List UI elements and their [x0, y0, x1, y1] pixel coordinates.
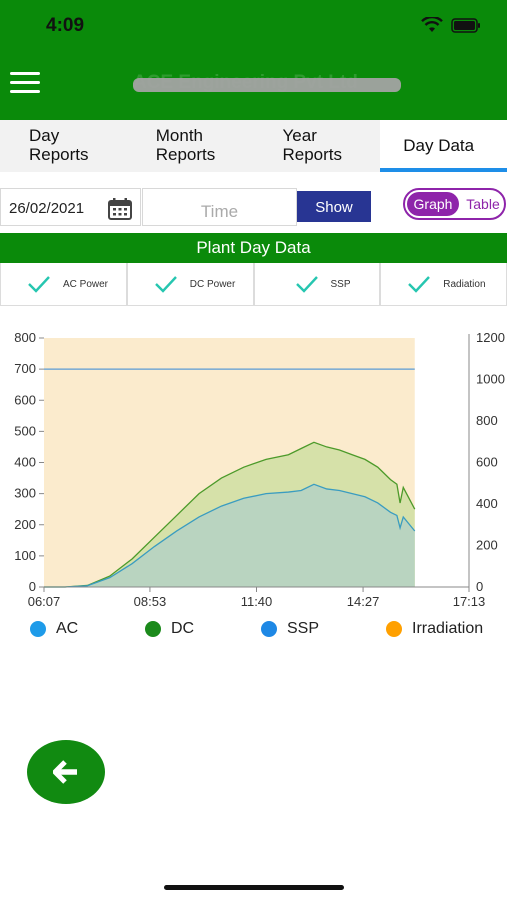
x-tick-label: 08:53 [134, 594, 167, 609]
status-bar: 4:09 [0, 0, 507, 50]
y-right-tick-label: 1000 [476, 372, 505, 387]
filter-ssp[interactable]: SSP [253, 263, 381, 306]
tab-label: Day Reports [29, 126, 89, 164]
x-tick-label: 14:27 [347, 594, 380, 609]
legend-item-ssp[interactable]: SSP [261, 620, 319, 638]
app-bar: ACE Engineering Pvt Ltd [0, 50, 507, 120]
redacted-title-blur [133, 78, 401, 92]
back-button[interactable] [27, 740, 105, 804]
time-input[interactable]: Time [142, 188, 297, 226]
legend-item-dc[interactable]: DC [145, 620, 194, 638]
report-tabs: Day Reports Month Reports Year Reports D… [0, 120, 507, 172]
filter-label: DC Power [189, 279, 236, 290]
date-picker-field[interactable]: 26/02/2021 [0, 188, 141, 226]
y-left-tick-label: 0 [29, 579, 36, 594]
toggle-table-option[interactable]: Table [466, 196, 500, 212]
filter-controls: 26/02/2021 Time Show Graph Table [0, 188, 507, 228]
y-right-tick-label: 400 [476, 496, 498, 511]
legend-item-irradiation[interactable]: Irradiation [386, 620, 483, 638]
y-left-tick-label: 700 [14, 361, 36, 376]
x-tick-label: 11:40 [241, 594, 273, 609]
checkmark-icon [295, 275, 319, 298]
tab-label: Year Reports [282, 126, 343, 164]
status-icons [421, 15, 481, 38]
show-button[interactable]: Show [297, 191, 371, 222]
tab-day-reports[interactable]: Day Reports [0, 120, 127, 172]
ac-area [44, 484, 415, 587]
y-left-tick-label: 600 [14, 392, 36, 407]
checkmark-icon [27, 275, 51, 298]
y-left-tick-label: 300 [14, 486, 36, 501]
y-left-tick-label: 500 [14, 423, 36, 438]
status-time: 4:09 [46, 15, 85, 36]
legend-swatch [145, 621, 161, 637]
tab-day-data[interactable]: Day Data [380, 120, 507, 172]
legend-swatch [261, 621, 277, 637]
legend-label: DC [171, 620, 195, 637]
y-left-tick-label: 800 [14, 330, 36, 345]
x-tick-label: 17:13 [453, 594, 486, 609]
dc-line [44, 441, 416, 588]
y-right-tick-label: 800 [476, 413, 498, 428]
filter-label: AC Power [63, 279, 109, 290]
y-left-tick-label: 200 [14, 517, 36, 532]
tab-year-reports[interactable]: Year Reports [254, 120, 381, 172]
app-title: ACE Engineering Pvt Ltd [133, 72, 401, 100]
section-header: Plant Day Data [0, 233, 507, 263]
checkmark-icon [154, 275, 178, 298]
date-value: 26/02/2021 [9, 200, 85, 217]
y-right-tick-label: 1200 [476, 330, 505, 345]
y-left-tick-label: 400 [14, 455, 36, 470]
toggle-graph-option[interactable]: Graph [407, 192, 459, 216]
tab-label: Month Reports [155, 126, 216, 164]
tab-month-reports[interactable]: Month Reports [127, 120, 254, 172]
legend-label: SSP [287, 620, 320, 637]
ac-line [44, 483, 416, 588]
series-filters: AC Power DC Power SSP Radiation [0, 263, 507, 306]
legend-label: Irradiation [412, 620, 484, 637]
checkmark-icon [407, 275, 431, 298]
legend-swatch [386, 621, 402, 637]
filter-ac-power[interactable]: AC Power [0, 263, 127, 306]
chart-svg: 0 100 200 300 400 500 600 700 800 0 200 400 600 800 10… [14, 330, 505, 609]
filter-radiation[interactable]: Radiation [380, 263, 507, 306]
home-indicator [164, 885, 344, 890]
legend-swatch [30, 621, 46, 637]
graph-table-toggle[interactable]: Graph Table [403, 188, 506, 220]
filter-dc-power[interactable]: DC Power [126, 263, 254, 306]
y-right-tick-label: 200 [476, 538, 498, 553]
plant-day-chart: 0 100 200 300 400 500 600 700 800 0 200 400 600 800 10… [0, 325, 507, 615]
tab-label: Day Data [403, 136, 475, 155]
chart-legend: AC DC SSP Irradiation [0, 620, 507, 644]
legend-label: AC [56, 620, 79, 637]
y-right-tick-label: 0 [476, 579, 483, 594]
y-left-tick-label: 100 [14, 548, 36, 563]
battery-icon [451, 17, 481, 38]
arrow-left-icon [51, 760, 79, 789]
filter-label: Radiation [443, 279, 486, 290]
y-right-tick-label: 600 [476, 455, 498, 470]
x-tick-label: 06:07 [28, 594, 61, 609]
hamburger-menu-icon[interactable] [10, 72, 40, 98]
calendar-icon[interactable] [108, 198, 132, 224]
legend-item-ac[interactable]: AC [30, 620, 78, 638]
filter-label: SSP [330, 279, 351, 290]
wifi-icon [421, 15, 443, 38]
